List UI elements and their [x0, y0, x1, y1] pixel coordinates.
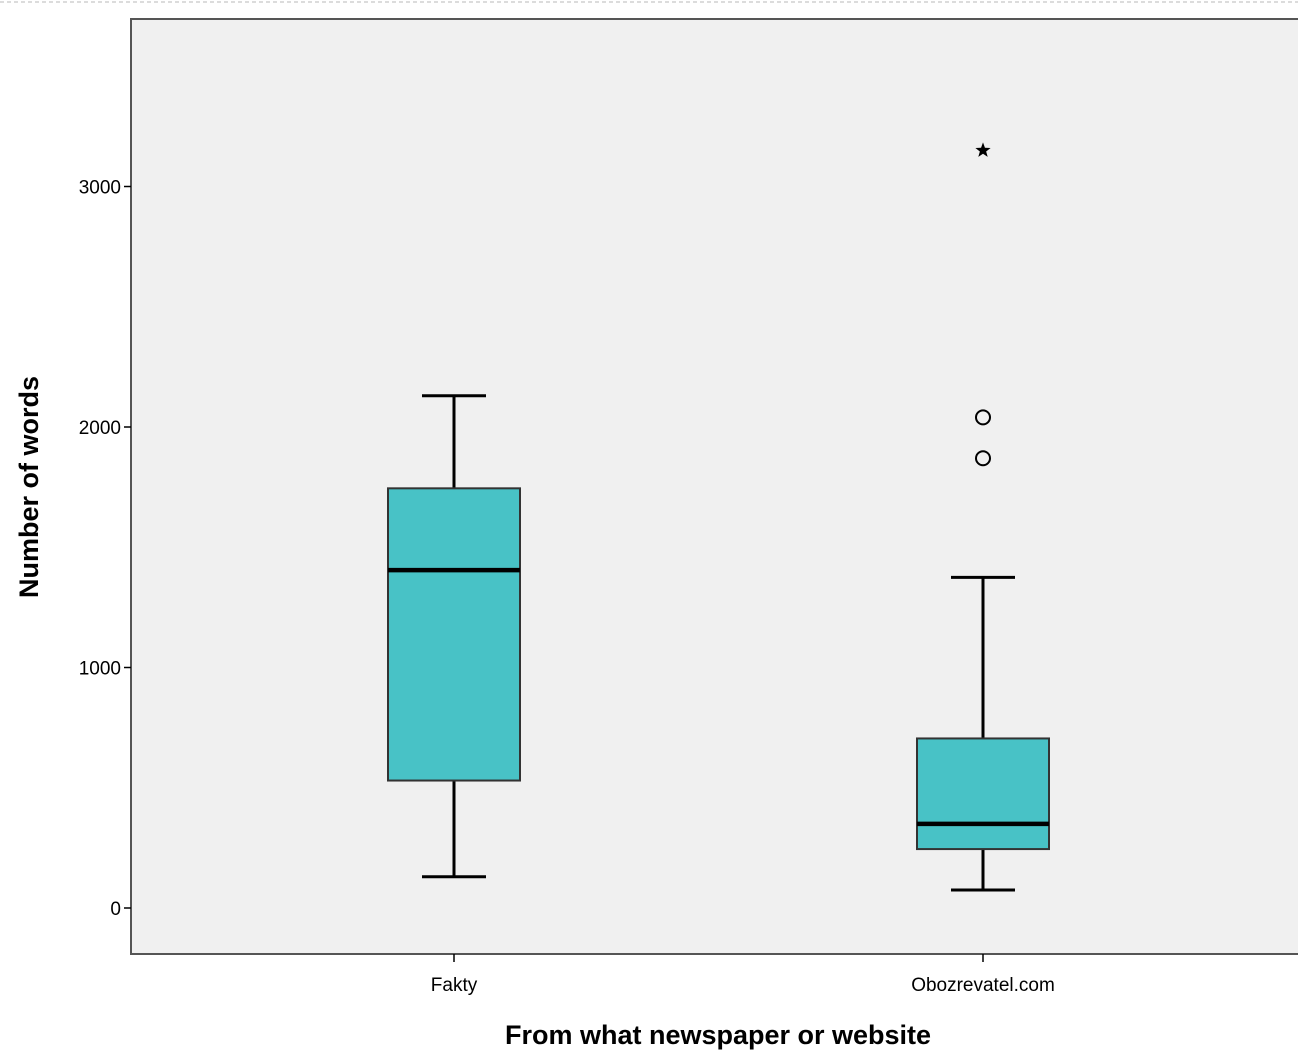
box-series: [387, 142, 1050, 892]
x-axis-title: From what newspaper or website: [505, 1020, 931, 1050]
x-tick-label: Obozrevatel.com: [911, 975, 1055, 996]
y-axis: 0 1000 2000 3000: [79, 178, 131, 920]
y-tick-label: 0: [110, 899, 121, 920]
plot-area: [130, 18, 1298, 955]
box-group: [916, 142, 1050, 892]
y-tick-label: 1000: [79, 659, 121, 680]
y-tick-label: 2000: [79, 418, 121, 439]
extreme-point: [975, 142, 991, 157]
outlier-point: [975, 409, 991, 426]
x-axis: Fakty Obozrevatel.com: [431, 954, 1055, 996]
box-group: [387, 394, 521, 879]
y-tick-label: 3000: [79, 178, 121, 199]
box-iqr: [387, 487, 521, 782]
box-iqr: [916, 737, 1050, 851]
y-axis-title: Number of words: [14, 376, 44, 598]
x-tick-label: Fakty: [431, 975, 478, 996]
outlier-point: [975, 450, 991, 467]
